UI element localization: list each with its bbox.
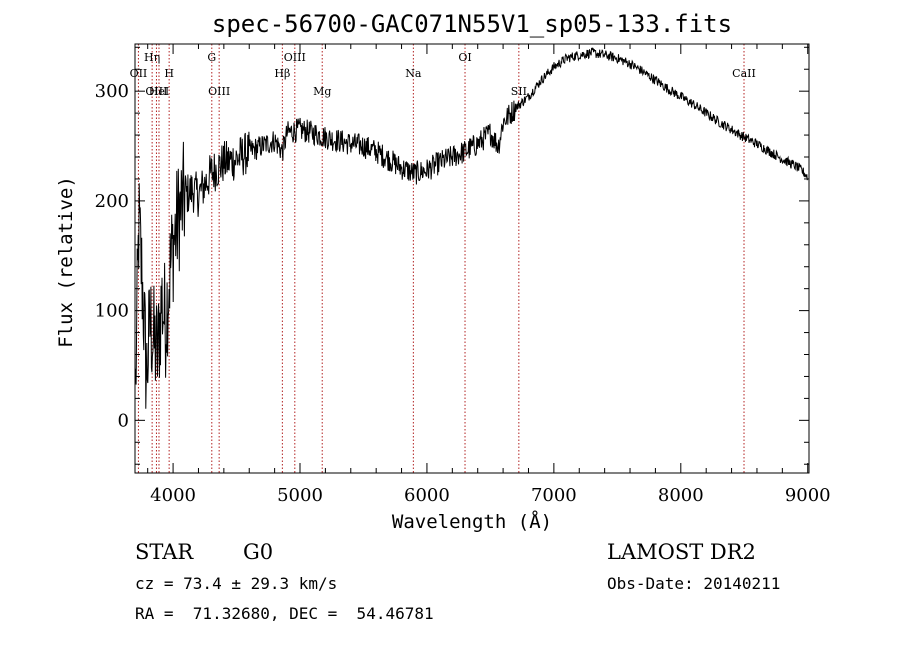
y-tick-label: 200 [95,191,129,212]
x-axis-label: Wavelength (Å) [392,510,552,533]
spectral-line-markers [137,44,745,473]
observation-date: Obs-Date: 20140211 [607,574,781,593]
plot-frame [134,43,810,474]
survey-label: LAMOST DR2 [607,540,756,564]
coordinates: RA = 71.32680, DEC = 54.46781 [135,604,434,623]
line-label: HeI [149,85,169,98]
line-label: OI [458,51,471,64]
line-label: SII [511,85,527,98]
y-tick-label: 300 [95,81,129,102]
x-tick-label: 9000 [785,485,831,506]
y-tick-label: 100 [95,301,129,322]
line-label: Hη [144,51,160,64]
y-axis-ticks: 0 100 200 300 [95,46,809,465]
redshift-velocity: cz = 73.4 ± 29.3 km/s [135,574,338,593]
line-label: Na [405,67,422,80]
line-label: OIII [145,85,167,98]
line-label: H [164,67,174,80]
x-tick-label: 4000 [150,485,196,506]
line-label: Mg [313,85,331,98]
x-tick-label: 8000 [658,485,704,506]
y-tick-label: 0 [118,410,129,431]
spectrum-line [135,47,808,409]
x-tick-label: 5000 [277,485,323,506]
line-label: OIII [208,85,230,98]
chart-title: spec-56700-GAC071N55V1_sp05-133.fits [212,10,732,38]
line-label: CaII [732,67,756,80]
y-axis-label: Flux (relative) [55,176,77,348]
object-subclass: G0 [243,540,274,564]
x-tick-label: 7000 [531,485,577,506]
x-tick-label: 6000 [404,485,450,506]
x-axis-ticks: 4000 5000 6000 7000 8000 9000 [147,44,831,506]
line-label: Hβ [274,67,290,80]
line-label: OIII [284,51,306,64]
line-label: G [207,51,216,64]
line-label: OII [130,67,148,80]
object-class: STAR [135,540,194,564]
